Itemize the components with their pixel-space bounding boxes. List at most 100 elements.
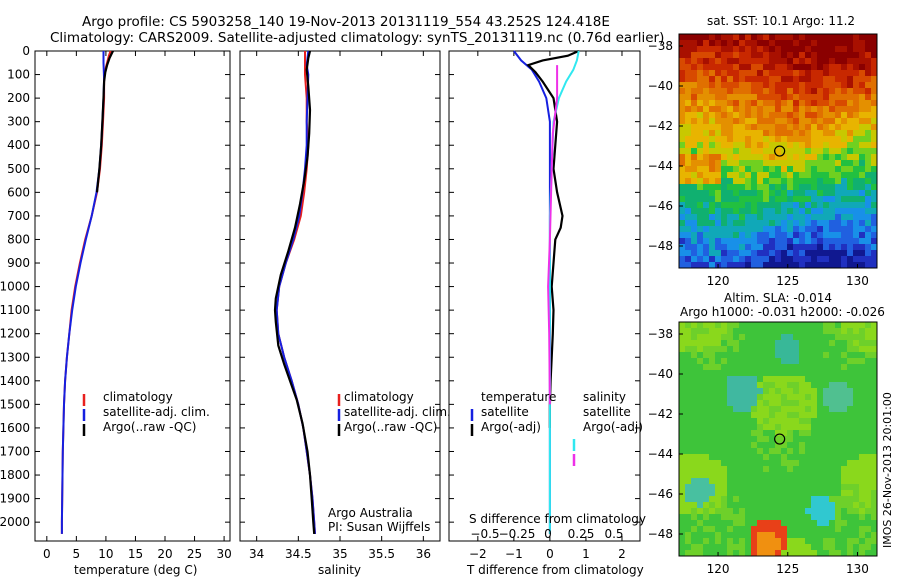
sla-cell: [769, 520, 775, 526]
sst-cell: [865, 70, 871, 76]
sst-cell: [739, 142, 745, 148]
sla-cell: [697, 340, 703, 346]
sst-cell: [811, 130, 817, 136]
sst-cell: [715, 70, 721, 76]
sst-cell: [793, 166, 799, 172]
sst-cell: [865, 232, 871, 238]
sla-cell: [865, 448, 871, 454]
sla-cell: [709, 544, 715, 550]
sst-cell: [703, 220, 709, 226]
sla-cell: [865, 406, 871, 412]
sla-cell: [715, 358, 721, 364]
sst-cell: [871, 220, 877, 226]
sst-cell: [763, 220, 769, 226]
sla-cell: [679, 508, 685, 514]
sla-cell: [811, 532, 817, 538]
sst-cell: [745, 262, 751, 268]
sst-cell: [733, 34, 739, 40]
sst-cell: [685, 256, 691, 262]
sla-cell: [781, 376, 787, 382]
sst-cell: [679, 238, 685, 244]
sst-cell: [775, 256, 781, 262]
sla-cell: [847, 460, 853, 466]
sst-cell: [841, 256, 847, 262]
sst-cell: [697, 148, 703, 154]
sla-cell: [733, 550, 739, 556]
sla-cell: [763, 382, 769, 388]
sla-cell: [679, 340, 685, 346]
sst-cell: [721, 40, 727, 46]
sst-cell: [733, 262, 739, 268]
sst-cell: [685, 142, 691, 148]
sla-cell: [751, 370, 757, 376]
sst-cell: [835, 88, 841, 94]
sst-cell: [715, 190, 721, 196]
sla-cell: [793, 424, 799, 430]
sst-cell: [805, 34, 811, 40]
sla-cell: [799, 394, 805, 400]
sst-cell: [865, 262, 871, 268]
sst-cell: [829, 148, 835, 154]
sst-cell: [841, 52, 847, 58]
sst-cell: [811, 124, 817, 130]
sst-cell: [697, 154, 703, 160]
sst-cell: [691, 202, 697, 208]
sst-cell: [715, 40, 721, 46]
sla-cell: [709, 418, 715, 424]
sst-cell: [757, 88, 763, 94]
sst-cell: [871, 202, 877, 208]
sla-cell: [859, 484, 865, 490]
sla-cell: [709, 412, 715, 418]
sst-cell: [865, 226, 871, 232]
sst-cell: [715, 112, 721, 118]
sst-cell: [751, 70, 757, 76]
sla-cell: [685, 478, 691, 484]
y-tick-label: 800: [7, 232, 30, 246]
sst-cell: [823, 94, 829, 100]
sla-cell: [739, 550, 745, 556]
sst-cell: [847, 100, 853, 106]
sst-cell: [799, 166, 805, 172]
sla-cell: [751, 502, 757, 508]
sst-cell: [733, 46, 739, 52]
sla-cell: [697, 352, 703, 358]
sst-cell: [871, 124, 877, 130]
sla-cell: [865, 334, 871, 340]
sst-cell: [823, 64, 829, 70]
sla-cell: [781, 424, 787, 430]
sst-cell: [691, 142, 697, 148]
sla-cell: [739, 466, 745, 472]
sst-cell: [703, 94, 709, 100]
sst-cell: [817, 250, 823, 256]
sst-cell: [751, 214, 757, 220]
sla-cell: [757, 382, 763, 388]
sst-cell: [823, 46, 829, 52]
sla-cell: [793, 442, 799, 448]
sla-cell: [859, 424, 865, 430]
sst-cell: [811, 238, 817, 244]
sla-cell: [811, 460, 817, 466]
sst-cell: [733, 172, 739, 178]
sst-cell: [715, 94, 721, 100]
sst-cell: [751, 148, 757, 154]
sla-cell: [721, 340, 727, 346]
sst-cell: [697, 64, 703, 70]
sla-cell: [691, 538, 697, 544]
sla-cell: [739, 490, 745, 496]
sla-cell: [709, 376, 715, 382]
sst-cell: [763, 136, 769, 142]
sla-cell: [715, 454, 721, 460]
sla-cell: [859, 478, 865, 484]
sst-cell: [865, 184, 871, 190]
sla-cell: [685, 490, 691, 496]
sst-cell: [691, 178, 697, 184]
sla-cell: [703, 412, 709, 418]
sla-cell: [823, 490, 829, 496]
sst-cell: [757, 160, 763, 166]
sla-cell: [781, 352, 787, 358]
x-tick-label: 120: [707, 562, 730, 576]
sla-cell: [835, 448, 841, 454]
y-tick-label: 600: [7, 185, 30, 199]
sst-cell: [709, 256, 715, 262]
sst-cell: [739, 148, 745, 154]
